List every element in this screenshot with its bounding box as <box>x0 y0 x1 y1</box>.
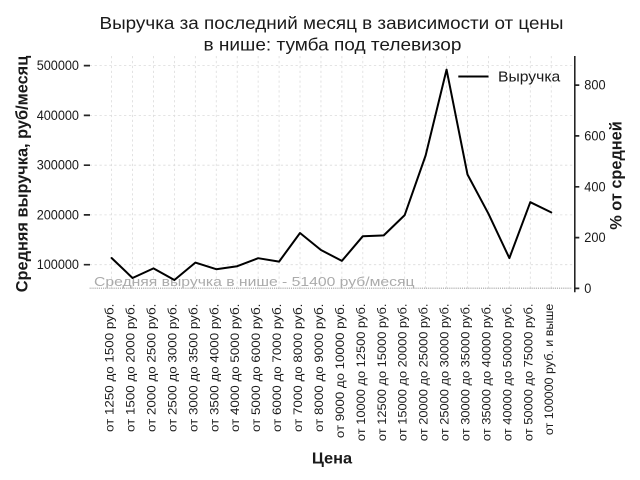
svg-text:от 10000 до 12500 руб.: от 10000 до 12500 руб. <box>354 304 368 442</box>
svg-text:от 9000 до 10000 руб.: от 9000 до 10000 руб. <box>333 304 347 439</box>
svg-text:от 2000 до 2500 руб.: от 2000 до 2500 руб. <box>144 304 158 432</box>
svg-text:от 25000 до 30000 руб.: от 25000 до 30000 руб. <box>438 304 452 442</box>
svg-text:от 30000 до 35000 руб.: от 30000 до 35000 руб. <box>459 304 473 442</box>
svg-text:600: 600 <box>584 128 605 143</box>
svg-text:от 50000 до 75000 руб.: от 50000 до 75000 руб. <box>521 304 535 442</box>
svg-text:от 35000 до 40000 руб.: от 35000 до 40000 руб. <box>479 304 493 442</box>
svg-text:Средняя выручка, руб/месяц: Средняя выручка, руб/месяц <box>14 56 32 293</box>
svg-text:от 12500 до 15000 руб.: от 12500 до 15000 руб. <box>375 304 389 442</box>
svg-text:% от средней: % от средней <box>608 121 626 230</box>
svg-text:от 6000 до 7000 руб.: от 6000 до 7000 руб. <box>270 304 284 432</box>
svg-text:800: 800 <box>584 78 605 93</box>
svg-text:от 40000 до 50000 руб.: от 40000 до 50000 руб. <box>500 304 514 442</box>
svg-text:Цена: Цена <box>312 450 353 467</box>
svg-text:Выручка: Выручка <box>498 70 561 86</box>
svg-text:от 20000 до 25000 руб.: от 20000 до 25000 руб. <box>417 304 431 442</box>
svg-text:от 2500 до 3000 руб.: от 2500 до 3000 руб. <box>165 304 179 432</box>
svg-text:Средняя выручка в нише - 51400: Средняя выручка в нише - 51400 руб/месяц <box>94 274 415 289</box>
svg-text:от 1250 до 1500 руб.: от 1250 до 1500 руб. <box>103 304 117 432</box>
svg-text:100000: 100000 <box>37 257 79 272</box>
svg-text:от 1500 до 2000 руб.: от 1500 до 2000 руб. <box>124 304 138 432</box>
svg-text:0: 0 <box>584 281 591 296</box>
svg-text:в нише: тумба под телевизор: в нише: тумба под телевизор <box>204 35 462 55</box>
svg-text:от 3000 до 3500 руб.: от 3000 до 3500 руб. <box>186 304 200 432</box>
svg-text:от 100000 руб. и выше: от 100000 руб. и выше <box>542 303 556 435</box>
svg-text:200000: 200000 <box>37 207 79 222</box>
svg-text:от 4000 до 5000 руб.: от 4000 до 5000 руб. <box>228 304 242 432</box>
svg-text:от 5000 до 6000 руб.: от 5000 до 6000 руб. <box>249 304 263 432</box>
svg-text:от 8000 до 9000 руб.: от 8000 до 9000 руб. <box>312 304 326 432</box>
svg-text:400000: 400000 <box>37 108 79 123</box>
svg-text:от 15000 до 20000 руб.: от 15000 до 20000 руб. <box>396 304 410 442</box>
svg-text:200: 200 <box>584 230 605 245</box>
svg-text:500000: 500000 <box>37 58 79 73</box>
svg-text:от 7000 до 8000 руб.: от 7000 до 8000 руб. <box>291 304 305 432</box>
svg-text:300000: 300000 <box>37 158 79 173</box>
svg-text:от 3500 до 4000 руб.: от 3500 до 4000 руб. <box>207 304 221 432</box>
svg-text:400: 400 <box>584 179 605 194</box>
svg-text:Выручка за последний месяц в з: Выручка за последний месяц в зависимости… <box>100 13 564 33</box>
